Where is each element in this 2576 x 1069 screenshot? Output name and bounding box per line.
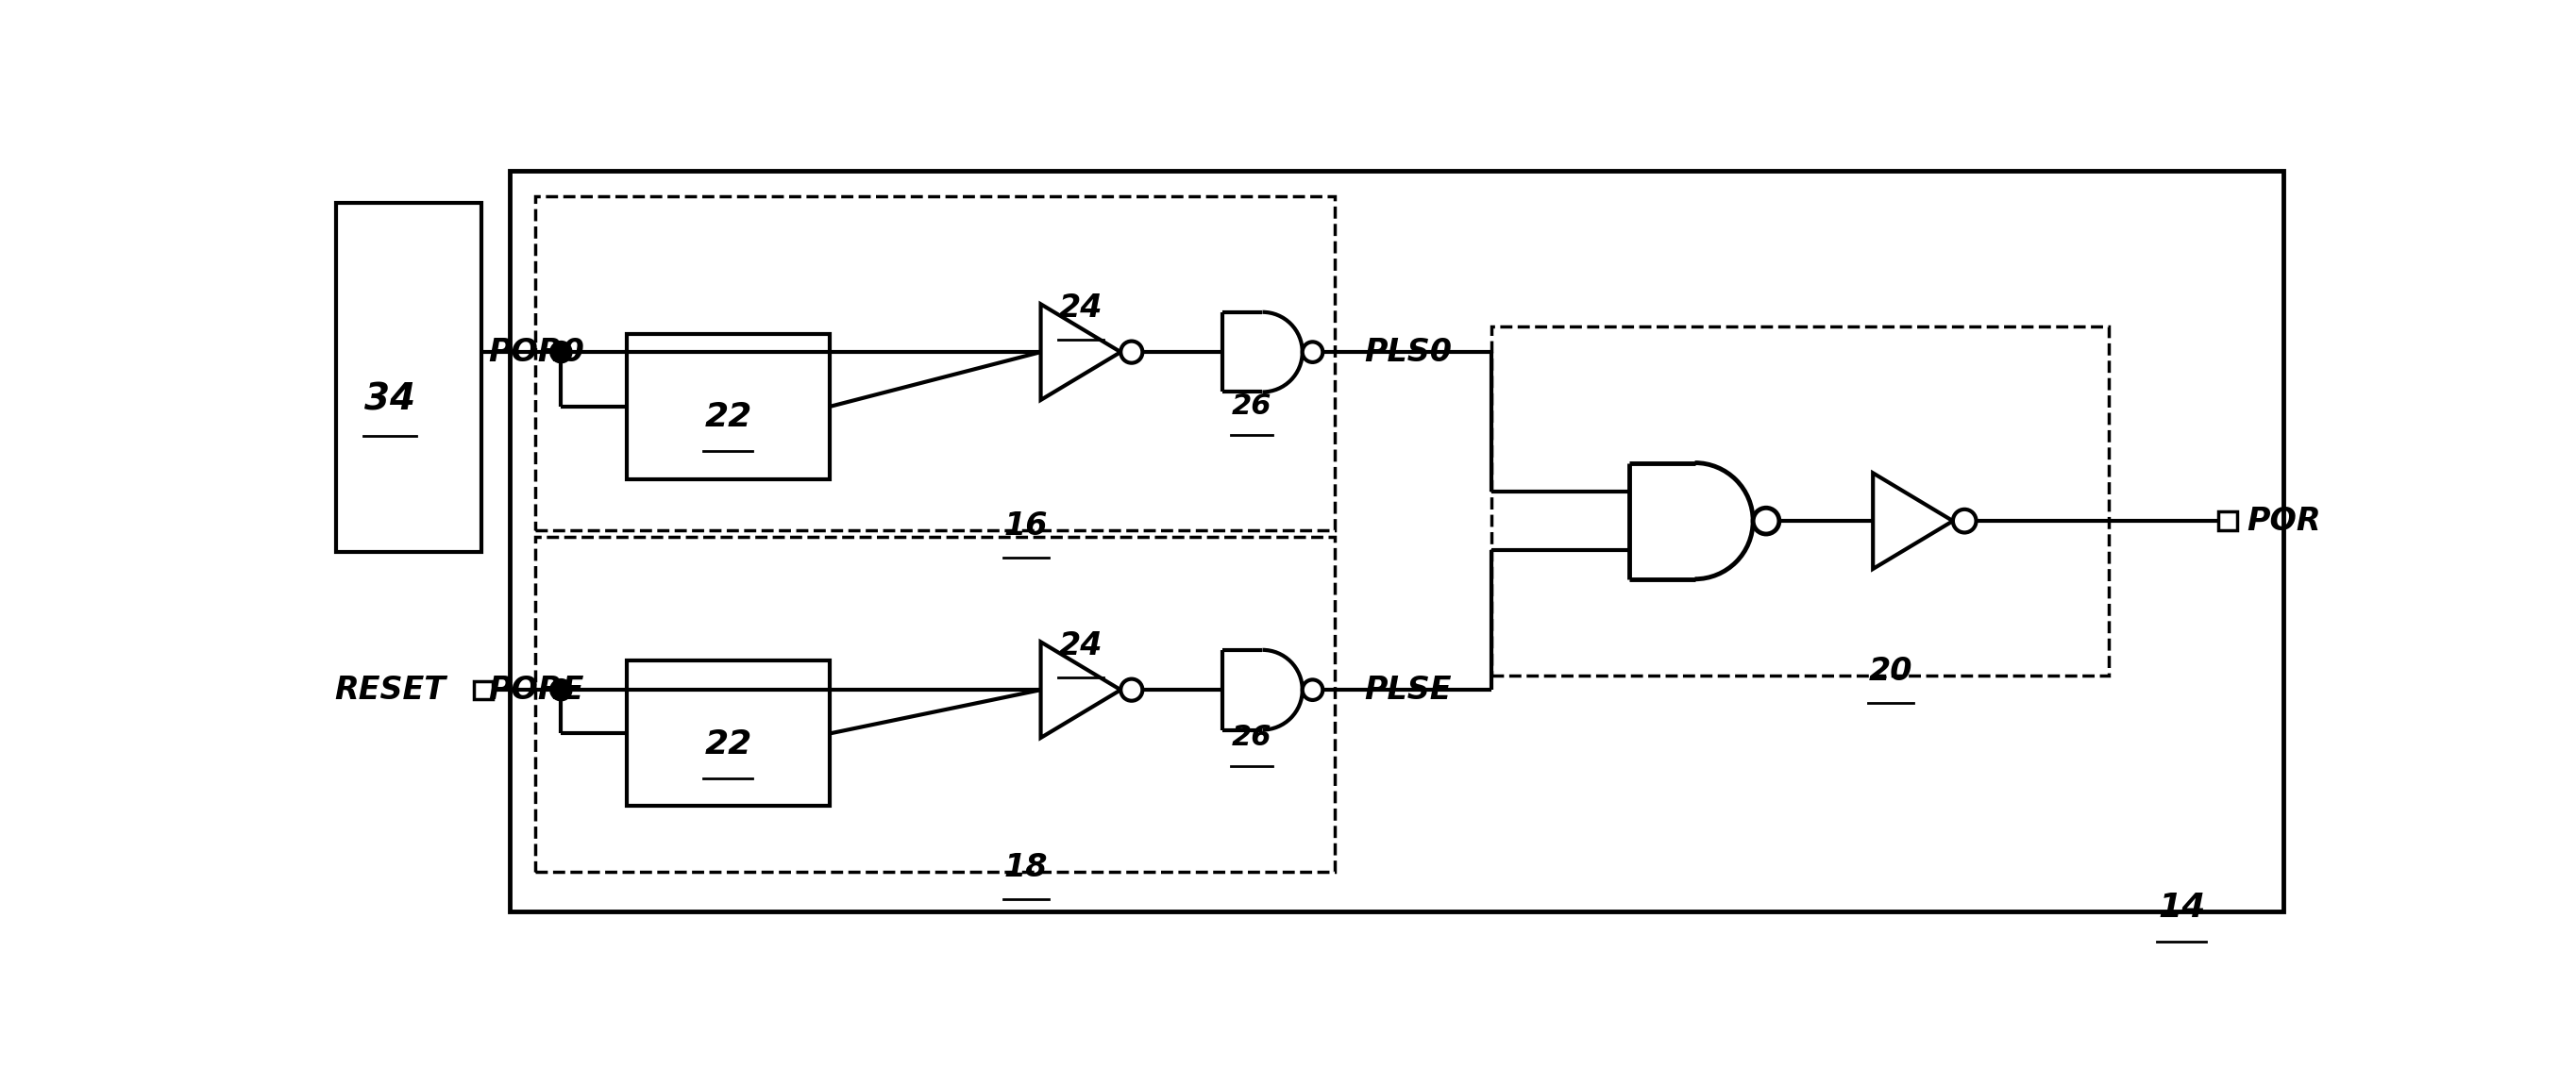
Circle shape	[1121, 679, 1144, 701]
Text: 18: 18	[1005, 852, 1048, 883]
Bar	[536, 538, 1334, 871]
Text: RESET: RESET	[335, 675, 446, 706]
Circle shape	[551, 679, 572, 701]
Bar	[510, 170, 2282, 912]
Bar	[1492, 327, 2110, 676]
Bar	[536, 196, 1334, 530]
Bar	[2218, 511, 2236, 530]
Circle shape	[551, 341, 572, 363]
Polygon shape	[1041, 641, 1121, 738]
Polygon shape	[1041, 304, 1121, 400]
Text: 24: 24	[1059, 293, 1103, 324]
Circle shape	[1121, 341, 1144, 363]
Polygon shape	[1873, 472, 1953, 569]
Circle shape	[1754, 508, 1780, 534]
Text: PLS0: PLS0	[1365, 337, 1453, 368]
Text: 14: 14	[2159, 892, 2205, 924]
Bar	[626, 334, 829, 479]
Circle shape	[1953, 509, 1976, 532]
Text: 26: 26	[1231, 724, 1273, 750]
Text: PLSE: PLSE	[1365, 675, 1450, 706]
Text: POR: POR	[2246, 506, 2321, 537]
Circle shape	[1303, 342, 1321, 362]
Bar	[335, 203, 482, 552]
Text: PORE: PORE	[489, 675, 585, 706]
Text: 22: 22	[703, 728, 752, 760]
Text: POR0: POR0	[489, 337, 585, 368]
Bar	[626, 661, 829, 806]
Text: 22: 22	[703, 401, 752, 433]
Bar	[474, 681, 492, 699]
Circle shape	[1303, 680, 1321, 700]
Text: 16: 16	[1005, 511, 1048, 542]
Text: 26: 26	[1231, 392, 1273, 420]
Text: 20: 20	[1870, 656, 1914, 687]
Text: 24: 24	[1059, 631, 1103, 662]
Text: 34: 34	[366, 382, 415, 417]
